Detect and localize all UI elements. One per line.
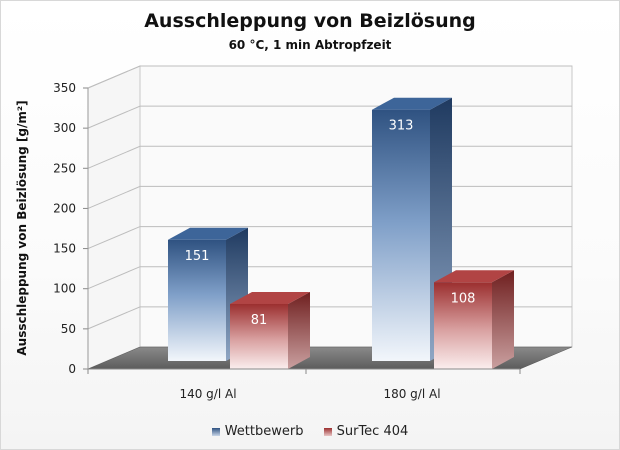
- legend-item-series-2: SurTec 404: [323, 424, 409, 439]
- y-axis-ticks: 0 50 100 150 200 250 300 350: [53, 81, 89, 376]
- x-tick-label-1: 180 g/l Al: [383, 387, 440, 401]
- gridline: [87, 65, 572, 89]
- legend-label-series-2: SurTec 404: [336, 424, 409, 439]
- bar-value-label-1-0: 313: [389, 119, 414, 134]
- bar-top-0-0: [168, 227, 248, 240]
- bars: 151 81 313 108: [168, 97, 514, 369]
- chart-title: Ausschleppung von Beizlösung: [144, 10, 476, 32]
- legend-label-series-1: Wettbewerb: [224, 424, 304, 439]
- y-tick-label: 0: [68, 362, 76, 376]
- x-tick-label-0: 140 g/l Al: [179, 387, 236, 401]
- y-tick-label: 150: [53, 242, 76, 256]
- x-axis-ticks: 140 g/l Al 180 g/l Al: [87, 368, 521, 401]
- y-tick-label: 100: [53, 282, 76, 296]
- y-tick-label: 350: [53, 81, 76, 95]
- bar-top-1-0: [372, 97, 452, 110]
- bar-top-1-1: [434, 270, 514, 283]
- y-tick-label: 50: [61, 322, 76, 336]
- y-tick-label: 250: [53, 161, 76, 175]
- legend: Wettbewerb SurTec 404: [0, 424, 620, 440]
- chart-subtitle: 60 °C, 1 min Abtropfzeit: [228, 38, 392, 52]
- y-tick-label: 200: [53, 201, 76, 215]
- y-axis-label: Ausschleppung von Beizlösung [g/m²]: [15, 100, 29, 355]
- side-wall: [87, 65, 141, 370]
- bar-side-1-1: [492, 270, 514, 369]
- bar-top-0-1: [230, 291, 310, 304]
- legend-item-series-1: Wettbewerb: [211, 424, 304, 439]
- bar-side-0-1: [288, 291, 310, 369]
- bar-value-label-1-1: 108: [451, 291, 476, 306]
- legend-swatch-series-1: [211, 427, 220, 436]
- bar-0-1: [230, 303, 288, 369]
- bar-value-label-0-1: 81: [251, 313, 268, 328]
- bar-1-1: [434, 282, 492, 369]
- bar-1-0: [372, 109, 430, 361]
- y-tick-label: 300: [53, 121, 76, 135]
- legend-swatch-series-2: [323, 427, 332, 436]
- bar-0-0: [168, 239, 226, 361]
- bar-value-label-0-0: 151: [185, 249, 210, 264]
